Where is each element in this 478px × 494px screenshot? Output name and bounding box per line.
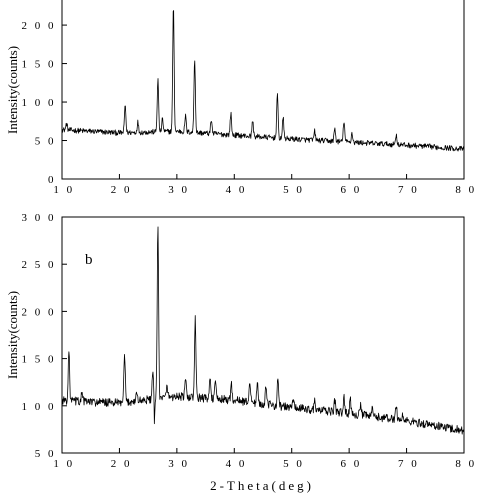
x-tick-label: 3 0	[168, 184, 189, 196]
y-tick-label: 0	[48, 174, 56, 186]
panel-b-ylabel: Intensity(counts)	[5, 291, 20, 379]
panel-b-label: b	[85, 252, 93, 268]
y-tick-label: 5 0	[35, 136, 56, 148]
panel-b-yticks: 5 0 1 0 0 1 5 0 2 0 0 2 5 0 3 0 0	[22, 212, 67, 460]
y-tick-label: 3 0 0	[22, 212, 57, 224]
x-tick-label: 3 0	[168, 458, 189, 470]
x-tick-label: 2 0	[111, 458, 132, 470]
y-tick-label: 2 0 0	[22, 306, 57, 318]
y-tick-label: 1 0 0	[22, 97, 57, 109]
panel-a-xticks: 1 0 2 0 3 0 4 0 5 0 6 0 7 0 8 0	[53, 174, 476, 196]
panel-b-xticks: 1 0 2 0 3 0 4 0 5 0 6 0 7 0 8 0	[53, 448, 476, 470]
x-tick-label: 4 0	[226, 184, 247, 196]
x-tick-label: 2 0	[111, 184, 132, 196]
panel-a: 0 5 0 1 0 0 1 5 0 2 0 0 1 0 2 0 3 0 4 0 5 0 6 0 7 …	[5, 0, 476, 196]
panel-a-trace	[61, 10, 465, 152]
y-tick-label: 2 5 0	[22, 259, 57, 271]
x-tick-label: 4 0	[226, 458, 247, 470]
panel-b: 5 0 1 0 0 1 5 0 2 0 0 2 5 0 3 0 0 1 0 2 0 3 0 4 …	[5, 212, 476, 470]
x-tick-label: 8 0	[455, 184, 476, 196]
panel-b-trace	[61, 226, 465, 435]
x-tick-label: 8 0	[455, 458, 476, 470]
y-tick-label: 2 0 0	[22, 20, 57, 32]
panel-b-frame	[61, 216, 465, 454]
x-tick-label: 6 0	[341, 458, 362, 470]
panel-a-yticks: 0 5 0 1 0 0 1 5 0 2 0 0	[22, 20, 67, 186]
x-axis-title: 2-Theta(deg)	[210, 478, 314, 493]
y-tick-label: 5 0	[35, 448, 56, 460]
panel-a-frame	[61, 0, 465, 180]
y-tick-label: 1 5 0	[22, 59, 57, 71]
y-tick-label: 1 5 0	[22, 354, 57, 366]
x-tick-label: 7 0	[398, 184, 419, 196]
x-tick-label: 5 0	[283, 184, 304, 196]
x-tick-label: 7 0	[398, 458, 419, 470]
x-tick-label: 5 0	[283, 458, 304, 470]
x-tick-label: 1 0	[53, 458, 74, 470]
x-tick-label: 1 0	[53, 184, 74, 196]
panel-a-ylabel: Intensity(counts)	[5, 46, 20, 134]
y-tick-label: 1 0 0	[22, 401, 57, 413]
x-tick-label: 6 0	[341, 184, 362, 196]
